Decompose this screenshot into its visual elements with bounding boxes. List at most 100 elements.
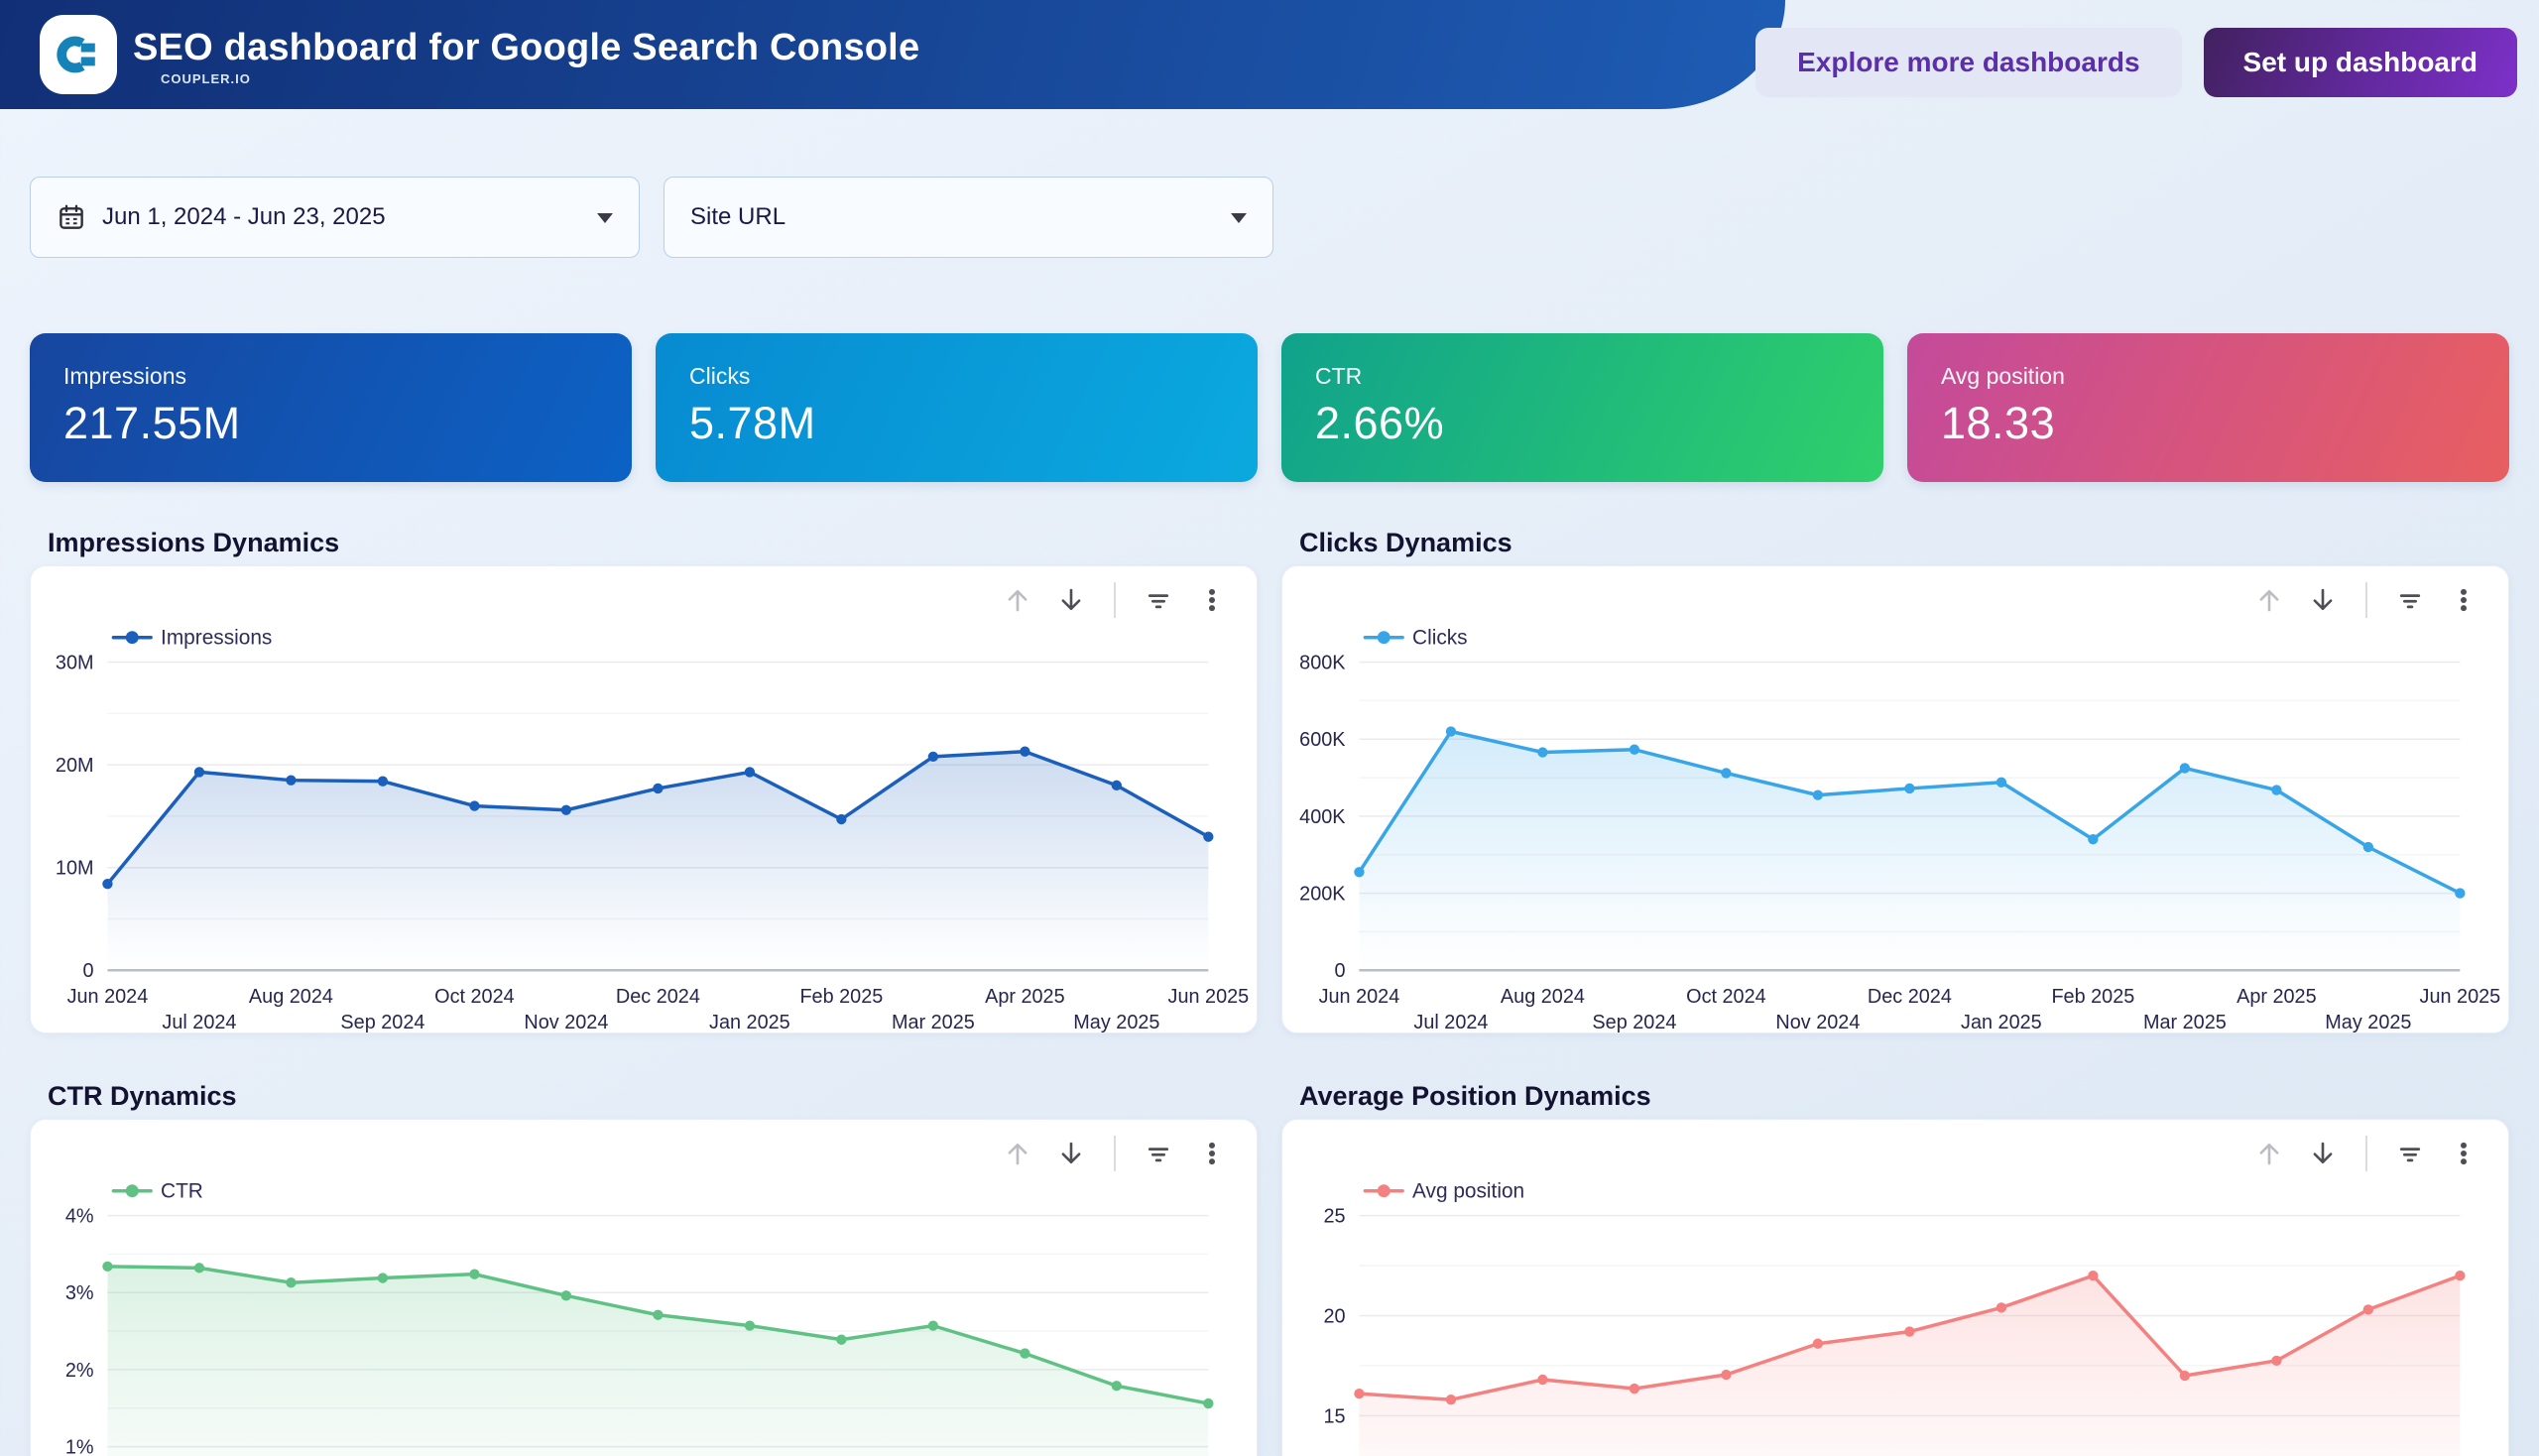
svg-text:10M: 10M	[56, 858, 94, 880]
kebab-menu-icon[interactable]	[1197, 1139, 1227, 1168]
filters-row: Jun 1, 2024 - Jun 23, 2025 Site URL	[30, 177, 2509, 258]
svg-text:400K: 400K	[1299, 806, 1346, 828]
coupler-logo-icon	[57, 36, 95, 73]
date-range-value: Jun 1, 2024 - Jun 23, 2025	[102, 203, 386, 230]
chart-toolbar	[1003, 582, 1227, 618]
svg-text:Oct 2024: Oct 2024	[434, 986, 515, 1008]
impressions-chart: 0 10M 20M 30M Jun 2024 Jul 2024 Aug 2024 Sep 20…	[31, 566, 1257, 1032]
svg-text:Jun 2025: Jun 2025	[1168, 986, 1250, 1008]
svg-text:Sep 2024: Sep 2024	[1592, 1012, 1676, 1032]
kpi-card-avg-position: Avg position 18.33	[1907, 333, 2509, 482]
impressions-chart-block: Impressions Dynamics 0 10M 20M 30M Jun 2024 J…	[30, 528, 1258, 1033]
svg-text:25: 25	[1323, 1206, 1345, 1228]
toolbar-divider	[1114, 1136, 1116, 1171]
main-content: Jun 1, 2024 - Jun 23, 2025 Site URL Impr…	[0, 177, 2539, 1456]
chart-toolbar	[2254, 1136, 2479, 1171]
svg-text:Feb 2025: Feb 2025	[799, 986, 883, 1008]
svg-text:200K: 200K	[1299, 884, 1346, 906]
svg-text:Mar 2025: Mar 2025	[2143, 1012, 2227, 1032]
brand-label: COUPLER.IO	[161, 70, 251, 86]
arrow-down-icon[interactable]	[1056, 1139, 1086, 1168]
clicks-chart-card: 0 200K 400K 600K 800K Jun 2024 Jul 2024 Aug 202…	[1281, 565, 2509, 1033]
svg-text:2%: 2%	[65, 1360, 94, 1382]
impressions-chart-card: 0 10M 20M 30M Jun 2024 Jul 2024 Aug 2024 Sep 20…	[30, 565, 1258, 1033]
clicks-chart-svg: 0 200K 400K 600K 800K Jun 2024 Jul 2024 Aug 202…	[1299, 627, 2500, 1032]
arrow-up-icon[interactable]	[1003, 1139, 1032, 1168]
svg-text:Dec 2024: Dec 2024	[616, 986, 700, 1008]
filter-icon[interactable]	[1144, 585, 1173, 615]
coupler-logo	[40, 15, 117, 94]
svg-text:Nov 2024: Nov 2024	[1775, 1012, 1860, 1032]
filter-icon[interactable]	[2395, 1139, 2425, 1168]
svg-text:CTR: CTR	[161, 1180, 203, 1203]
kpi-label: Impressions	[63, 363, 186, 389]
kebab-menu-icon[interactable]	[2449, 585, 2479, 615]
clicks-chart: 0 200K 400K 600K 800K Jun 2024 Jul 2024 Aug 202…	[1282, 566, 2508, 1032]
page-title: SEO dashboard for Google Search Console	[133, 26, 920, 68]
svg-text:Impressions: Impressions	[161, 627, 272, 650]
svg-text:Clicks: Clicks	[1412, 627, 1468, 650]
chevron-down-icon	[597, 213, 613, 223]
arrow-down-icon[interactable]	[2308, 585, 2338, 615]
chart-toolbar	[2254, 582, 2479, 618]
arrow-up-icon[interactable]	[2254, 1139, 2284, 1168]
chevron-down-icon	[1231, 213, 1247, 223]
toolbar-divider	[2365, 1136, 2367, 1171]
chart-title: CTR Dynamics	[48, 1081, 237, 1111]
svg-text:Jun 2024: Jun 2024	[67, 986, 149, 1008]
kpi-value: 5.78M	[689, 398, 816, 448]
svg-text:Jun 2024: Jun 2024	[1319, 986, 1400, 1008]
calendar-icon	[60, 204, 83, 229]
chart-toolbar	[1003, 1136, 1227, 1171]
explore-more-dashboards-button[interactable]: Explore more dashboards	[1755, 28, 2182, 97]
svg-text:30M: 30M	[56, 653, 94, 674]
kebab-menu-icon[interactable]	[2449, 1139, 2479, 1168]
filter-icon[interactable]	[1144, 1139, 1173, 1168]
svg-text:Jan 2025: Jan 2025	[1961, 1012, 2042, 1032]
svg-text:Jan 2025: Jan 2025	[709, 1012, 790, 1032]
svg-text:20: 20	[1323, 1305, 1345, 1327]
charts-grid: Impressions Dynamics 0 10M 20M 30M Jun 2024 J…	[30, 528, 2509, 1456]
svg-text:Aug 2024: Aug 2024	[1501, 986, 1585, 1008]
kpi-label: Avg position	[1941, 363, 2065, 389]
kpi-row: Impressions 217.55M Clicks 5.78M CTR 2.6…	[30, 333, 2509, 482]
arrow-up-icon[interactable]	[2254, 585, 2284, 615]
chart-title: Clicks Dynamics	[1299, 528, 1512, 557]
site-url-value: Site URL	[690, 203, 786, 230]
toolbar-divider	[2365, 582, 2367, 618]
kpi-card-impressions: Impressions 217.55M	[30, 333, 632, 482]
arrow-up-icon[interactable]	[1003, 585, 1032, 615]
kpi-value: 217.55M	[63, 398, 241, 448]
arrow-down-icon[interactable]	[2308, 1139, 2338, 1168]
filter-icon[interactable]	[2395, 585, 2425, 615]
svg-text:Feb 2025: Feb 2025	[2051, 986, 2134, 1008]
chart-title: Average Position Dynamics	[1299, 1081, 1651, 1111]
svg-text:Apr 2025: Apr 2025	[985, 986, 1065, 1008]
svg-text:Sep 2024: Sep 2024	[340, 1012, 424, 1032]
svg-text:Dec 2024: Dec 2024	[1868, 986, 1952, 1008]
site-url-select[interactable]: Site URL	[664, 177, 1273, 258]
svg-text:0: 0	[1334, 960, 1345, 982]
svg-text:4%: 4%	[65, 1206, 94, 1228]
svg-text:Avg position: Avg position	[1412, 1180, 1524, 1203]
svg-text:800K: 800K	[1299, 653, 1346, 674]
chart-title: Impressions Dynamics	[48, 528, 340, 557]
kebab-menu-icon[interactable]	[1197, 585, 1227, 615]
set-up-dashboard-button[interactable]: Set up dashboard	[2203, 28, 2517, 97]
kpi-value: 2.66%	[1315, 398, 1445, 448]
svg-text:Jul 2024: Jul 2024	[162, 1012, 236, 1032]
impressions-chart-svg: 0 10M 20M 30M Jun 2024 Jul 2024 Aug 2024 Sep 20…	[56, 627, 1250, 1032]
svg-text:Oct 2024: Oct 2024	[1686, 986, 1766, 1008]
date-range-select[interactable]: Jun 1, 2024 - Jun 23, 2025	[30, 177, 640, 258]
svg-text:Apr 2025: Apr 2025	[2237, 986, 2317, 1008]
kpi-label: Clicks	[689, 363, 751, 389]
svg-text:Aug 2024: Aug 2024	[249, 986, 333, 1008]
arrow-down-icon[interactable]	[1056, 585, 1086, 615]
svg-text:Mar 2025: Mar 2025	[892, 1012, 975, 1032]
